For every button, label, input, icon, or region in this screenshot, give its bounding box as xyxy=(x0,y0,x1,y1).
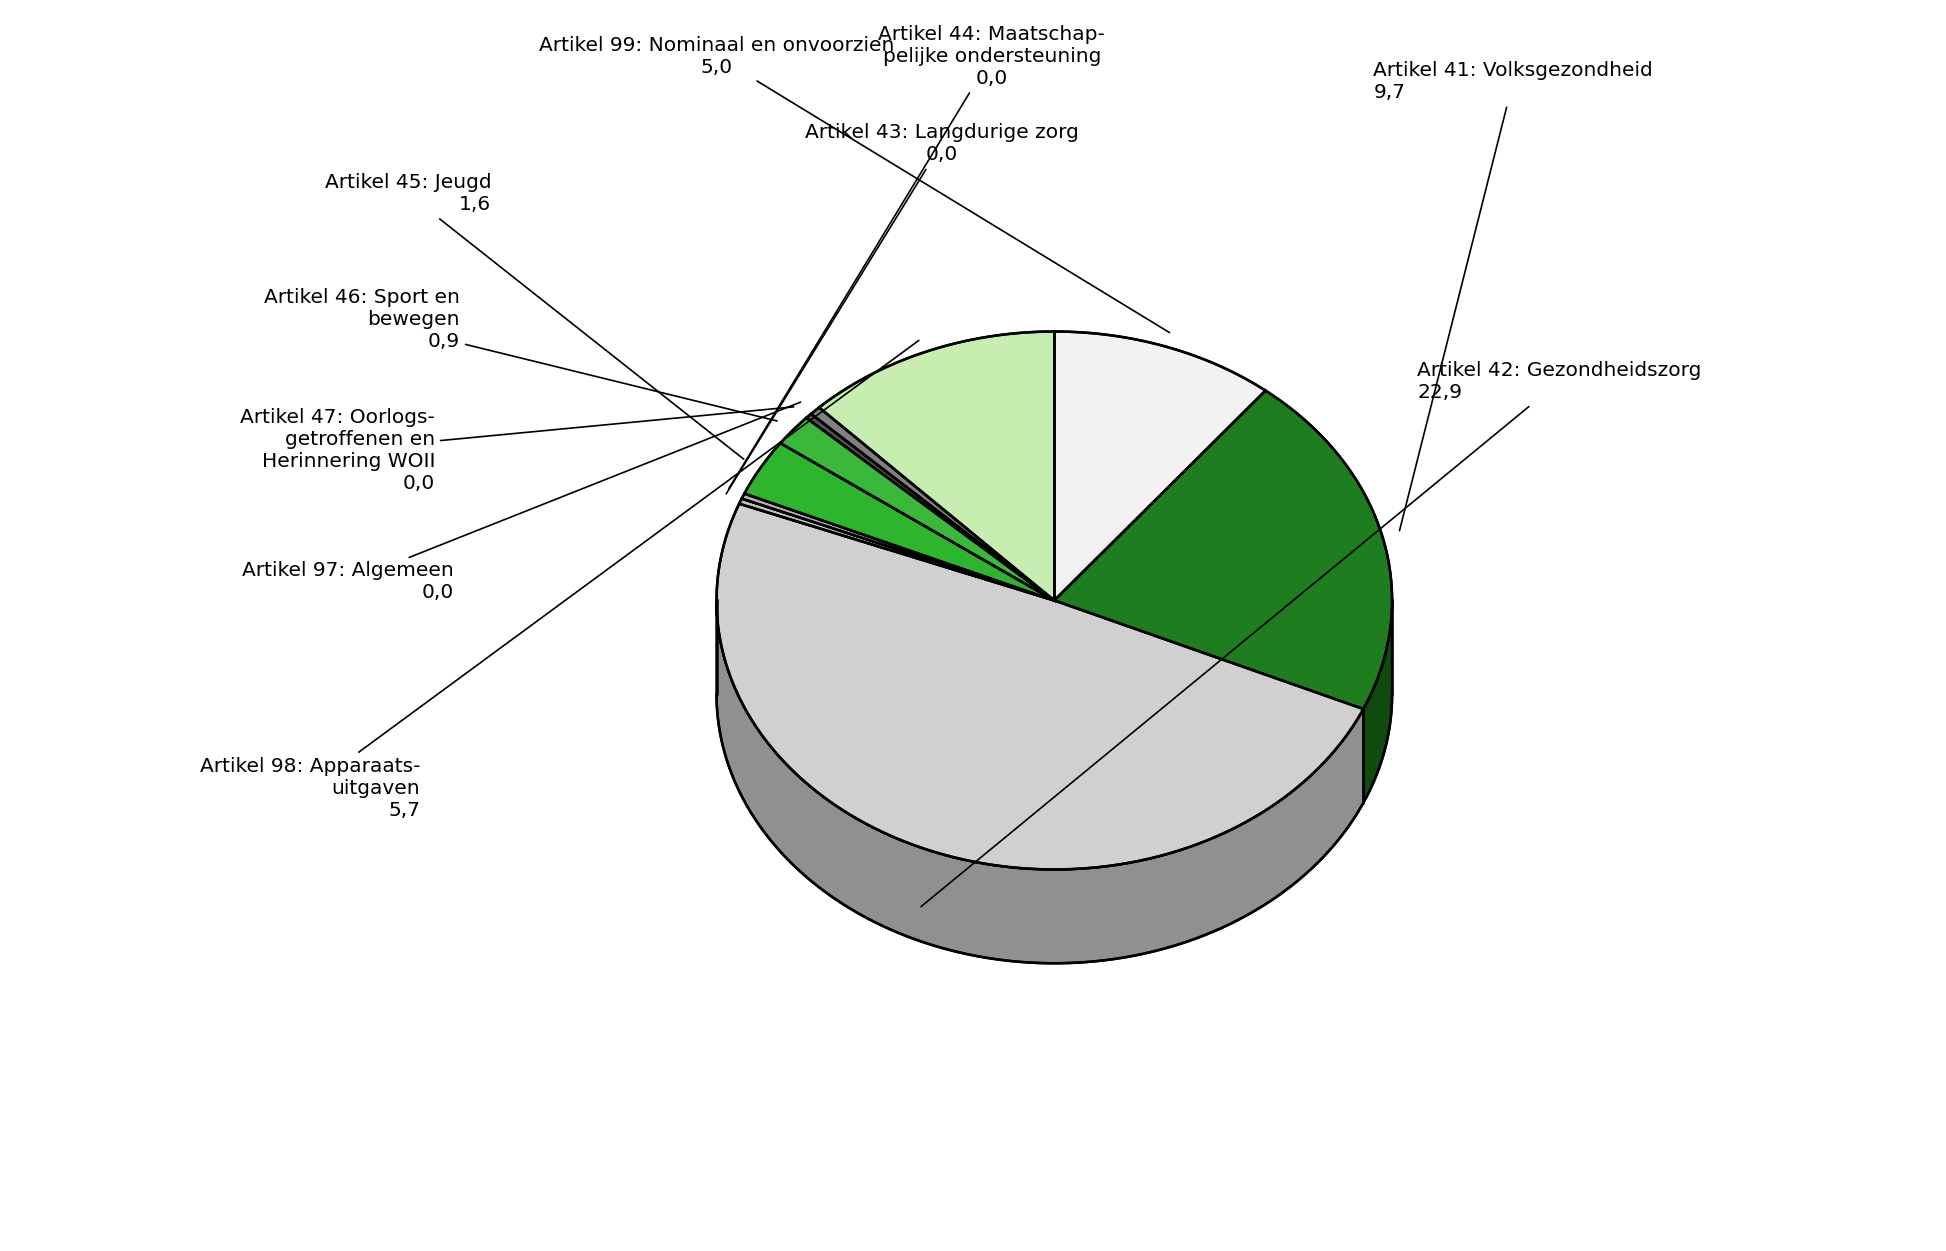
Text: Artikel 97: Algemeen
0,0: Artikel 97: Algemeen 0,0 xyxy=(241,402,800,602)
Polygon shape xyxy=(1055,600,1364,803)
Polygon shape xyxy=(739,499,1055,600)
Polygon shape xyxy=(716,504,1364,869)
Text: Artikel 99: Nominaal en onvoorzien
5,0: Artikel 99: Nominaal en onvoorzien 5,0 xyxy=(539,36,1170,333)
Polygon shape xyxy=(716,602,1364,963)
Polygon shape xyxy=(741,494,1055,600)
Polygon shape xyxy=(780,418,1055,600)
Polygon shape xyxy=(806,414,1055,600)
Polygon shape xyxy=(1055,332,1265,600)
Text: Artikel 41: Volksgezondheid
9,7: Artikel 41: Volksgezondheid 9,7 xyxy=(1374,61,1652,530)
Polygon shape xyxy=(745,443,1055,600)
Text: Artikel 47: Oorlogs-
getroffenen en
Herinnering WOII
0,0: Artikel 47: Oorlogs- getroffenen en Heri… xyxy=(239,407,794,493)
Polygon shape xyxy=(819,332,1055,600)
Text: Artikel 45: Jeugd
1,6: Artikel 45: Jeugd 1,6 xyxy=(325,174,743,459)
Text: Artikel 42: Gezondheidszorg
22,9: Artikel 42: Gezondheidszorg 22,9 xyxy=(920,362,1701,907)
Polygon shape xyxy=(811,408,1055,600)
Text: Artikel 46: Sport en
bewegen
0,9: Artikel 46: Sport en bewegen 0,9 xyxy=(265,288,776,422)
Text: Artikel 43: Langdurige zorg
0,0: Artikel 43: Langdurige zorg 0,0 xyxy=(726,124,1078,494)
Text: Artikel 98: Apparaats-
uitgaven
5,7: Artikel 98: Apparaats- uitgaven 5,7 xyxy=(200,340,919,819)
Polygon shape xyxy=(1364,600,1391,803)
Text: Artikel 44: Maatschap-
pelijke ondersteuning
0,0: Artikel 44: Maatschap- pelijke ondersteu… xyxy=(730,25,1105,488)
Polygon shape xyxy=(1055,390,1391,709)
